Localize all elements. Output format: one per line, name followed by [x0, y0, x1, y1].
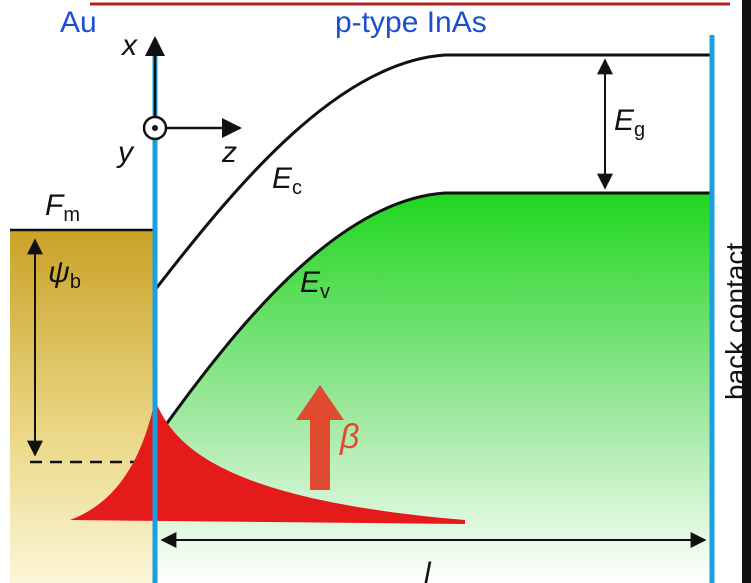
beta-label: β [339, 418, 359, 456]
x-label: x [120, 29, 138, 62]
back-contact-label: back contact [720, 243, 751, 400]
metal-label: Au [60, 6, 97, 39]
z-label: z [221, 136, 237, 169]
band-diagram: Au p-type InAs x y z Ec Ev Eg Fm ψb β ba… [0, 0, 751, 583]
semiconductor-label: p-type InAs [335, 6, 487, 39]
metal-region [10, 230, 153, 583]
y-label: y [116, 136, 135, 169]
y-axis-dot [152, 125, 158, 131]
